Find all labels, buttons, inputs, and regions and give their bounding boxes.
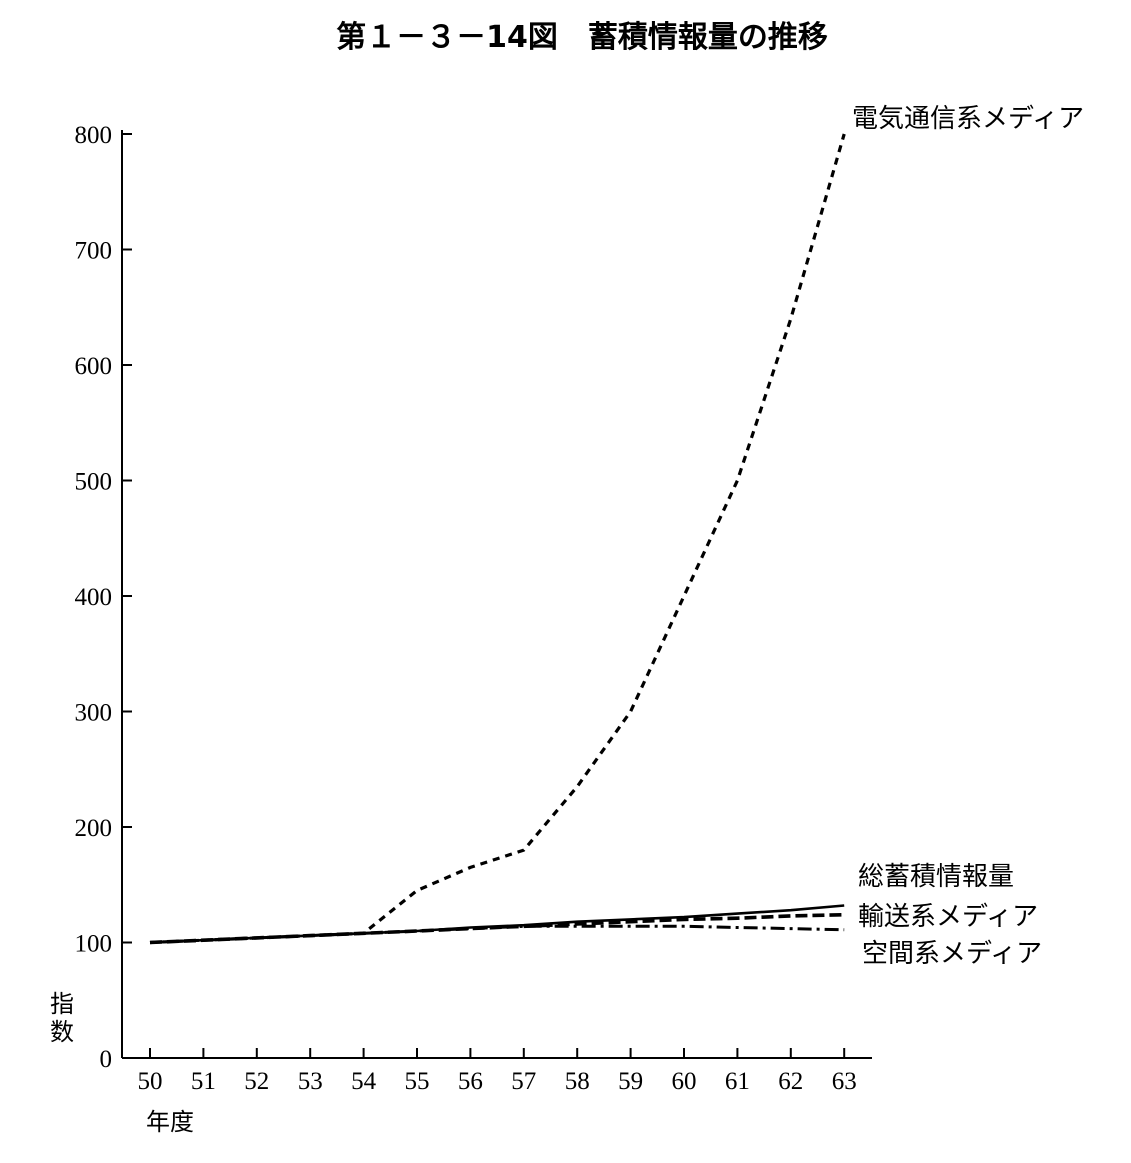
series-label: 空間系メディア — [862, 939, 1042, 969]
x-tick-label: 56 — [458, 1068, 483, 1095]
x-tick-label: 63 — [832, 1068, 857, 1095]
y-tick-label: 800 — [75, 122, 113, 149]
chart-title: 第１－３－14図 蓄積情報量の推移 — [336, 20, 828, 55]
y-tick-label: 200 — [75, 815, 113, 842]
y-tick-label: 300 — [75, 700, 113, 727]
series-lines — [149, 133, 846, 945]
series-label: 輸送系メディア — [858, 902, 1038, 932]
x-tick-label: 55 — [405, 1068, 430, 1095]
y-axis-label: 指 数 — [50, 990, 74, 1046]
x-axis-label: 年度 — [146, 1108, 194, 1136]
series-label: 総蓄積情報量 — [858, 862, 1014, 892]
y-tick-label: 500 — [75, 469, 113, 496]
x-ticks: 50 51 52 53 54 55 56 57 58 59 60 61 62 63 — [138, 1048, 857, 1095]
x-tick-label: 50 — [138, 1068, 163, 1095]
y-tick-label: 700 — [75, 238, 113, 265]
y-axis-label-char-1: 指 — [50, 990, 74, 1018]
x-tick-label: 58 — [565, 1068, 590, 1095]
x-tick-label: 60 — [672, 1068, 697, 1095]
x-tick-label: 62 — [778, 1068, 803, 1095]
y-axis-label-char-2: 数 — [50, 1018, 74, 1046]
series-line — [149, 904, 845, 944]
x-tick-label: 51 — [191, 1068, 216, 1095]
series-line — [149, 133, 846, 945]
y-tick-label: 600 — [75, 353, 113, 380]
x-tick-label: 52 — [244, 1068, 269, 1095]
x-tick-label: 57 — [511, 1068, 536, 1095]
y-tick-label: 400 — [75, 584, 113, 611]
y-tick-label: 100 — [75, 931, 113, 958]
x-tick-label: 61 — [725, 1068, 750, 1095]
series-label: 電気通信系メディア — [852, 104, 1084, 134]
x-tick-label: 54 — [351, 1068, 377, 1095]
y-ticks: 0 100 200 300 400 500 600 700 800 — [75, 122, 132, 1073]
y-tick-label: 0 — [100, 1046, 113, 1073]
x-tick-label: 59 — [618, 1068, 643, 1095]
x-tick-label: 53 — [298, 1068, 323, 1095]
